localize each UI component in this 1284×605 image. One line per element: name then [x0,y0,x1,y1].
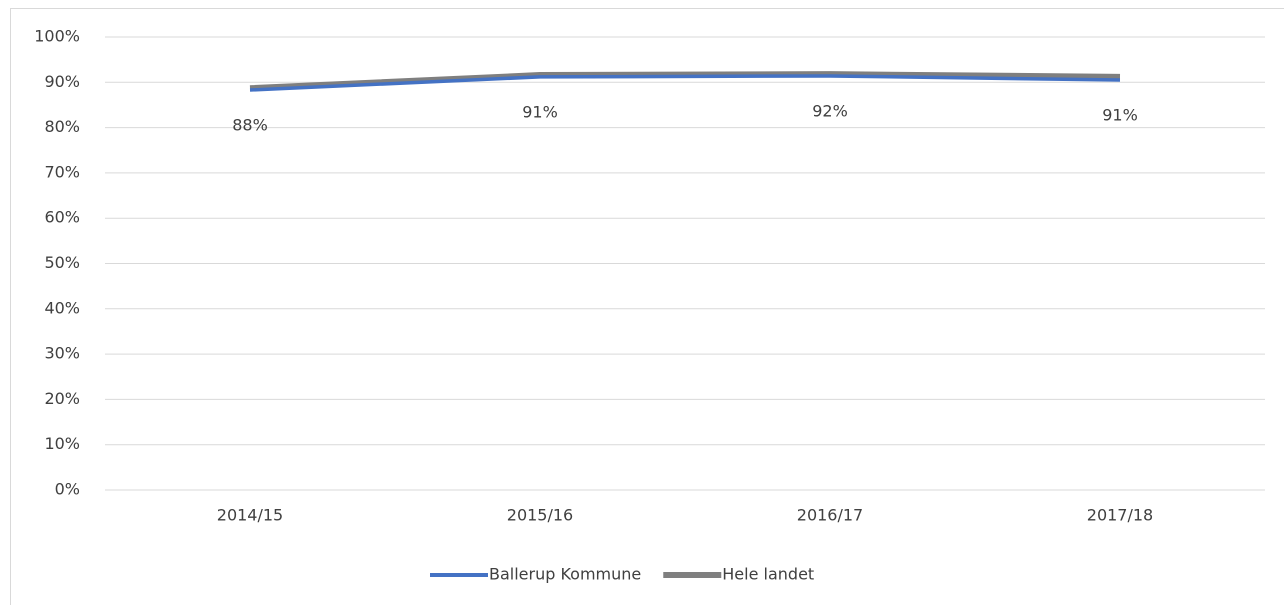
y-tick-label: 20% [44,389,80,408]
y-tick-label: 50% [44,253,80,272]
y-tick-label: 70% [44,162,80,181]
data-label: 88% [232,116,268,135]
y-tick-label: 100% [34,27,80,46]
y-tick-label: 40% [44,298,80,317]
legend-label: Hele landet [722,565,814,584]
y-tick-label: 30% [44,344,80,363]
data-label: 91% [522,102,558,121]
x-tick-label: 2014/15 [217,506,283,525]
x-tick-label: 2017/18 [1087,506,1153,525]
x-tick-label: 2016/17 [797,506,863,525]
y-tick-label: 60% [44,208,80,227]
y-tick-label: 10% [44,434,80,453]
x-tick-label: 2015/16 [507,506,573,525]
chart-frame [10,8,1284,605]
data-label: 92% [812,101,848,120]
series-line [249,74,1121,92]
y-tick-label: 0% [55,480,80,499]
series-line [249,71,1121,92]
y-tick-label: 80% [44,117,80,136]
legend-label: Ballerup Kommune [489,565,641,584]
data-label: 91% [1102,106,1138,125]
y-tick-label: 90% [44,72,80,91]
